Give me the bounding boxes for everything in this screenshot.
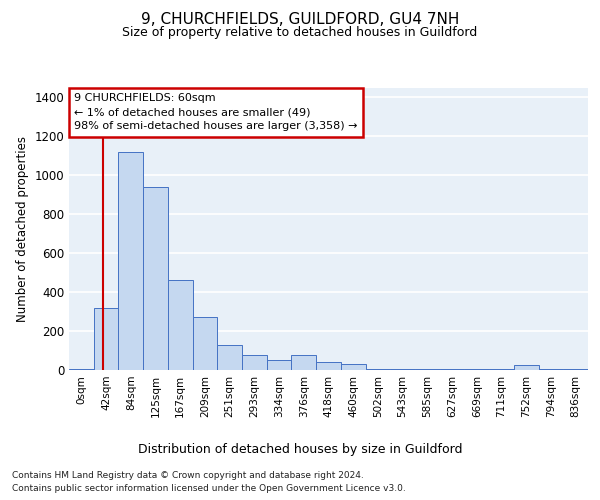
Bar xyxy=(365,369,390,370)
Text: 9, CHURCHFIELDS, GUILDFORD, GU4 7NH: 9, CHURCHFIELDS, GUILDFORD, GU4 7NH xyxy=(141,12,459,28)
Bar xyxy=(415,369,440,370)
Bar xyxy=(143,187,168,370)
Bar xyxy=(292,356,316,370)
Bar xyxy=(341,364,365,370)
Text: Contains public sector information licensed under the Open Government Licence v3: Contains public sector information licen… xyxy=(12,484,406,493)
Bar xyxy=(94,308,118,370)
Bar xyxy=(390,369,415,370)
Bar xyxy=(563,369,588,370)
Bar xyxy=(168,280,193,370)
Bar xyxy=(316,362,341,370)
Text: 9 CHURCHFIELDS: 60sqm
← 1% of detached houses are smaller (49)
98% of semi-detac: 9 CHURCHFIELDS: 60sqm ← 1% of detached h… xyxy=(74,93,358,131)
Bar xyxy=(242,356,267,370)
Bar xyxy=(118,152,143,370)
Bar xyxy=(217,344,242,370)
Bar xyxy=(69,369,94,370)
Bar xyxy=(539,369,563,370)
Bar xyxy=(464,369,489,370)
Bar xyxy=(440,369,464,370)
Bar xyxy=(514,364,539,370)
Bar xyxy=(489,369,514,370)
Y-axis label: Number of detached properties: Number of detached properties xyxy=(16,136,29,322)
Bar xyxy=(267,360,292,370)
Text: Distribution of detached houses by size in Guildford: Distribution of detached houses by size … xyxy=(138,442,462,456)
Bar xyxy=(193,318,217,370)
Text: Size of property relative to detached houses in Guildford: Size of property relative to detached ho… xyxy=(122,26,478,39)
Text: Contains HM Land Registry data © Crown copyright and database right 2024.: Contains HM Land Registry data © Crown c… xyxy=(12,471,364,480)
